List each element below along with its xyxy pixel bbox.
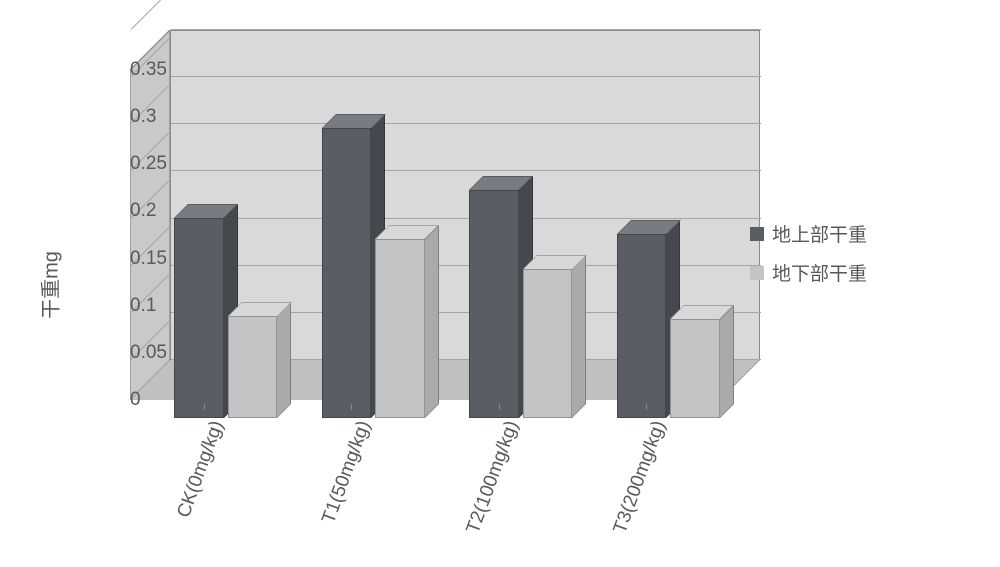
bar-front <box>322 128 372 418</box>
chart: 干重mg 00.050.10.150.20.250.30.35 CK(0mg/k… <box>20 20 980 550</box>
x-tick-mark <box>204 404 205 410</box>
x-tick-mark <box>351 404 352 410</box>
bar-side <box>425 225 439 418</box>
bar-front <box>228 316 278 418</box>
x-tick-label: T2(100mg/kg) <box>462 418 523 537</box>
x-tick-label: T1(50mg/kg) <box>318 418 376 527</box>
bar-front <box>523 269 573 418</box>
x-tick-label: CK(0mg/kg) <box>173 418 228 521</box>
plot-area: 00.050.10.150.20.250.30.35 <box>130 30 720 400</box>
bar-side <box>277 302 291 418</box>
x-tick-mark <box>499 404 500 410</box>
bar <box>523 269 573 418</box>
legend-item: 地上部干重 <box>750 220 867 247</box>
bar <box>228 316 278 418</box>
bar-side <box>572 255 586 418</box>
bar <box>375 239 425 418</box>
bar-front <box>375 239 425 418</box>
bar <box>174 218 224 418</box>
x-tick-mark <box>646 404 647 410</box>
legend-label: 地上部干重 <box>772 220 867 247</box>
legend-swatch <box>750 266 764 280</box>
gridline <box>171 29 761 30</box>
bar <box>670 319 720 418</box>
legend-label: 地下部干重 <box>772 259 867 286</box>
bar <box>469 190 519 418</box>
x-axis-ticks: CK(0mg/kg) T1(50mg/kg) T2(100mg/kg) T3(200m… <box>130 410 720 550</box>
legend-swatch <box>750 227 764 241</box>
bar-layer <box>130 70 720 400</box>
bar-front <box>469 190 519 418</box>
bar-side <box>720 305 734 418</box>
bar-front <box>670 319 720 418</box>
bar-front <box>617 234 667 418</box>
legend-item: 地下部干重 <box>750 259 867 286</box>
bar <box>322 128 372 418</box>
bar <box>617 234 667 418</box>
x-tick-label: T3(200mg/kg) <box>610 418 671 537</box>
bar-front <box>174 218 224 418</box>
legend: 地上部干重 地下部干重 <box>750 220 867 298</box>
gridline-side <box>131 0 171 30</box>
y-axis-label: 干重mg <box>34 251 63 319</box>
